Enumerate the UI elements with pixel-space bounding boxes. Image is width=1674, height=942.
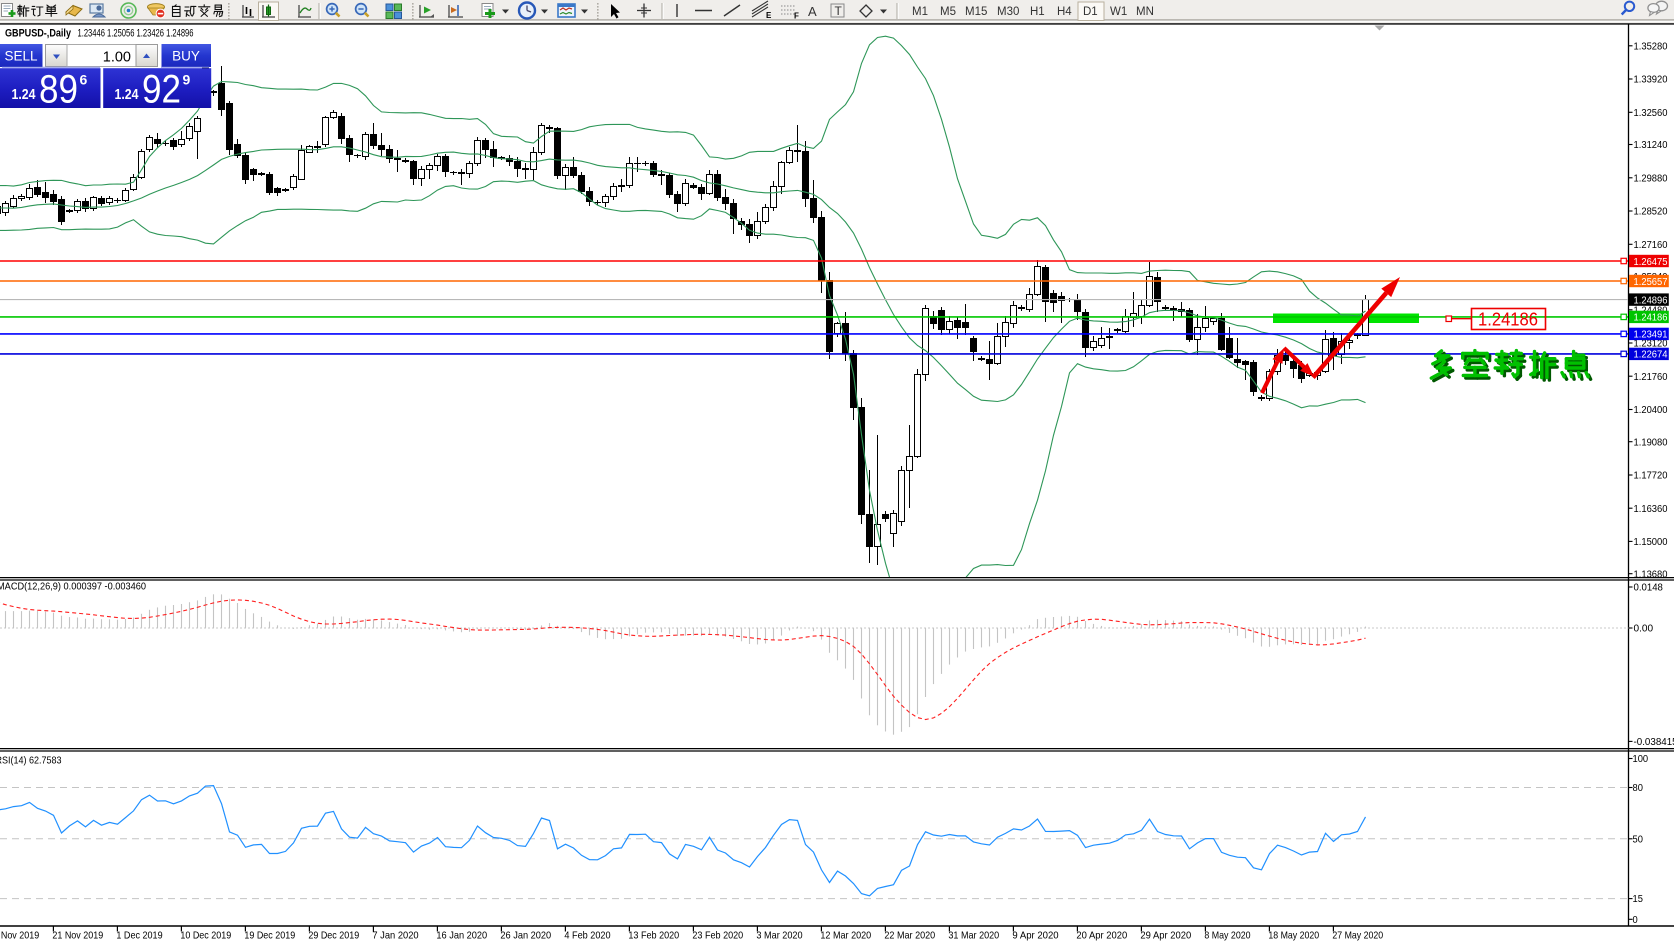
svg-text:6: 6 bbox=[80, 72, 88, 88]
svg-text:31 Mar 2020: 31 Mar 2020 bbox=[948, 931, 999, 942]
svg-text:15: 15 bbox=[1633, 894, 1644, 905]
svg-text:1.24186: 1.24186 bbox=[1634, 313, 1668, 324]
svg-text:27 May 2020: 27 May 2020 bbox=[1332, 931, 1383, 942]
svg-text:50: 50 bbox=[1633, 834, 1644, 845]
svg-text:12 Mar 2020: 12 Mar 2020 bbox=[820, 931, 871, 942]
svg-text:D1: D1 bbox=[1083, 6, 1098, 18]
svg-text:1.24: 1.24 bbox=[12, 86, 37, 103]
svg-text:21 Nov 2019: 21 Nov 2019 bbox=[52, 931, 103, 942]
svg-text:10 Dec 2019: 10 Dec 2019 bbox=[180, 931, 231, 942]
svg-text:1.17720: 1.17720 bbox=[1634, 471, 1668, 482]
svg-text:0.00: 0.00 bbox=[1634, 624, 1654, 635]
svg-text:F: F bbox=[794, 12, 799, 21]
svg-text:8 May 2020: 8 May 2020 bbox=[1204, 931, 1250, 942]
svg-text:1.22674: 1.22674 bbox=[1634, 350, 1668, 361]
svg-text:M30: M30 bbox=[997, 6, 1019, 18]
svg-text:100: 100 bbox=[1633, 754, 1649, 765]
svg-text:GBPUSD-,Daily: GBPUSD-,Daily bbox=[5, 28, 72, 40]
svg-text:-0.038415: -0.038415 bbox=[1634, 737, 1674, 748]
svg-text:19 Dec 2019: 19 Dec 2019 bbox=[244, 931, 295, 942]
svg-text:0: 0 bbox=[1633, 915, 1639, 926]
svg-text:4 Feb 2020: 4 Feb 2020 bbox=[564, 931, 610, 942]
svg-text:W1: W1 bbox=[1110, 6, 1127, 18]
svg-text:RSI(14) 62.7583: RSI(14) 62.7583 bbox=[0, 756, 62, 767]
svg-text:1.35280: 1.35280 bbox=[1634, 41, 1668, 52]
svg-text:18 May 2020: 18 May 2020 bbox=[1268, 931, 1319, 942]
svg-text:MN: MN bbox=[1136, 6, 1154, 18]
svg-text:20 Apr 2020: 20 Apr 2020 bbox=[1076, 931, 1127, 942]
svg-text:3 Mar 2020: 3 Mar 2020 bbox=[756, 931, 802, 942]
svg-text:7 Jan 2020: 7 Jan 2020 bbox=[372, 931, 419, 942]
svg-text:SELL: SELL bbox=[4, 49, 38, 64]
svg-text:A: A bbox=[808, 4, 817, 19]
svg-text:1.19080: 1.19080 bbox=[1634, 437, 1668, 448]
svg-text:BUY: BUY bbox=[172, 49, 200, 64]
svg-text:92: 92 bbox=[142, 68, 181, 112]
svg-text:1.28520: 1.28520 bbox=[1634, 207, 1668, 218]
svg-text:H4: H4 bbox=[1057, 6, 1072, 18]
svg-text:T: T bbox=[835, 4, 843, 18]
svg-text:MACD(12,26,9) 0.000397 -0.0034: MACD(12,26,9) 0.000397 -0.003460 bbox=[0, 582, 146, 593]
svg-text:23 Feb 2020: 23 Feb 2020 bbox=[692, 931, 743, 942]
svg-text:1.23446 1.25056 1.23426 1.2489: 1.23446 1.25056 1.23426 1.24896 bbox=[78, 28, 194, 40]
svg-text:E: E bbox=[766, 11, 772, 20]
svg-text:80: 80 bbox=[1633, 783, 1644, 794]
svg-text:M5: M5 bbox=[940, 6, 956, 18]
svg-text:13 Feb 2020: 13 Feb 2020 bbox=[628, 931, 679, 942]
svg-text:89: 89 bbox=[39, 68, 78, 112]
svg-text:29 Apr 2020: 29 Apr 2020 bbox=[1140, 931, 1191, 942]
svg-text:1.15000: 1.15000 bbox=[1634, 537, 1668, 548]
svg-text:29 Dec 2019: 29 Dec 2019 bbox=[308, 931, 359, 942]
svg-text:1.31240: 1.31240 bbox=[1634, 140, 1668, 151]
svg-text:26 Jan 2020: 26 Jan 2020 bbox=[500, 931, 551, 942]
svg-text:1.24: 1.24 bbox=[115, 86, 140, 103]
svg-text:1.32560: 1.32560 bbox=[1634, 108, 1668, 119]
svg-text:H1: H1 bbox=[1030, 6, 1045, 18]
svg-text:1.25657: 1.25657 bbox=[1634, 277, 1668, 288]
svg-text:1.23120: 1.23120 bbox=[1634, 339, 1668, 350]
svg-text:9: 9 bbox=[183, 72, 191, 88]
svg-text:12 Nov 2019: 12 Nov 2019 bbox=[0, 931, 39, 942]
svg-text:1.29880: 1.29880 bbox=[1634, 173, 1668, 184]
svg-text:1.21760: 1.21760 bbox=[1634, 372, 1668, 383]
svg-text:1 Dec 2019: 1 Dec 2019 bbox=[116, 931, 162, 942]
svg-text:1.33920: 1.33920 bbox=[1634, 75, 1668, 86]
svg-text:9 Apr 2020: 9 Apr 2020 bbox=[1012, 931, 1059, 942]
svg-text:M1: M1 bbox=[912, 6, 928, 18]
svg-text:1.13680: 1.13680 bbox=[1634, 569, 1668, 580]
svg-text:1.26475: 1.26475 bbox=[1634, 257, 1668, 268]
svg-text:22 Mar 2020: 22 Mar 2020 bbox=[884, 931, 935, 942]
svg-text:0.0148: 0.0148 bbox=[1634, 583, 1664, 594]
svg-text:M15: M15 bbox=[965, 6, 987, 18]
svg-text:1.20400: 1.20400 bbox=[1634, 405, 1668, 416]
svg-text:1.24896: 1.24896 bbox=[1634, 295, 1668, 306]
svg-text:1.27160: 1.27160 bbox=[1634, 240, 1668, 251]
svg-text:16 Jan 2020: 16 Jan 2020 bbox=[436, 931, 487, 942]
svg-text:1.16360: 1.16360 bbox=[1634, 504, 1668, 515]
svg-text:1.00: 1.00 bbox=[103, 50, 131, 66]
svg-text:1.24186: 1.24186 bbox=[1478, 309, 1538, 330]
svg-text:1.23491: 1.23491 bbox=[1634, 330, 1668, 341]
